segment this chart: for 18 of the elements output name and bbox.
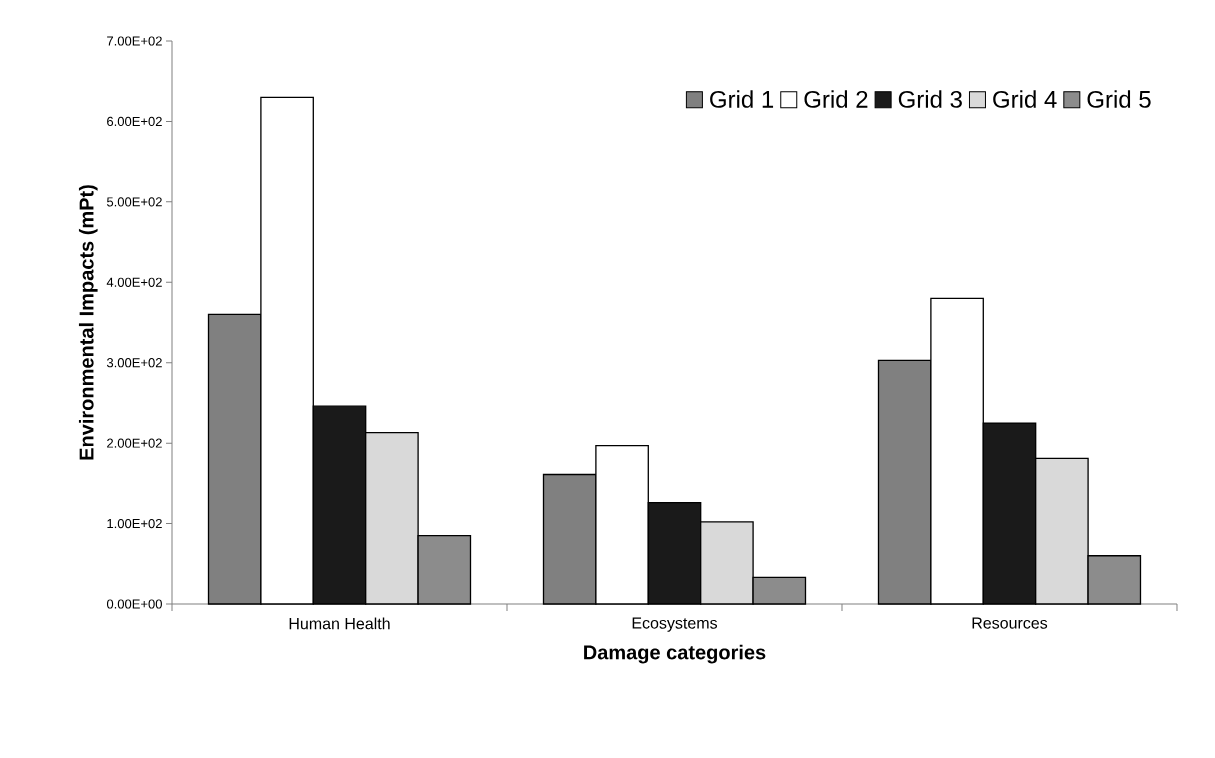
legend-label: Grid 3 [898,90,962,108]
x-tick-label: Resources [972,617,1048,629]
y-tick-label: 3.00E+02 [106,358,162,368]
y-tick-label: 2.00E+02 [107,438,162,448]
y-tick-label: 7.00E+02 [107,36,162,46]
y-tick-label: 0.00E+00 [106,599,162,609]
x-tick-label: Human Health [289,617,390,630]
y-tick-label: 4.00E+02 [106,277,162,287]
y-tick-label: 1.00E+02 [107,518,162,529]
x-axis-title: Damage categories [584,644,766,664]
x-tick-label: Ecosystems [632,617,718,632]
legend-label: Grid 2 [804,90,868,108]
legend-label: Grid 5 [1087,90,1151,108]
y-axis-title: Environmental Impacts (mPt) [78,185,98,460]
y-tick-label: 5.00E+02 [106,197,162,207]
y-tick-label: 6.00E+02 [107,116,162,127]
legend-label: Grid 4 [993,90,1057,108]
legend-label: Grid 1 [710,90,774,108]
